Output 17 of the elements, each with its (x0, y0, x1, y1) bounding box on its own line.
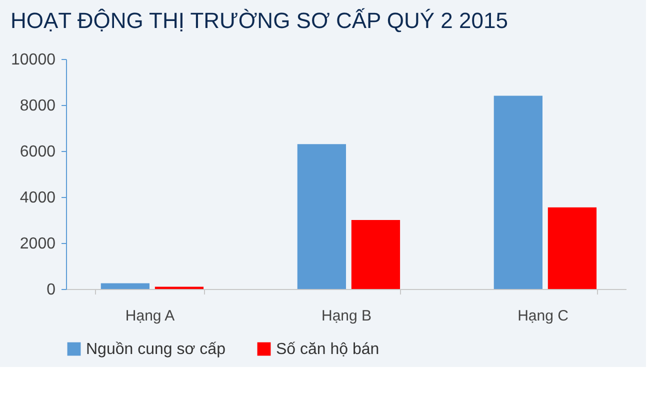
y-tick-label: 2000 (20, 236, 56, 252)
chart-title: HOẠT ĐỘNG THỊ TRƯỜNG SƠ CẤP QUÝ 2 2015 (10, 8, 508, 33)
legend-label: Nguồn cung sơ cấp (86, 341, 226, 358)
y-tick-label: 0 (46, 282, 56, 298)
bar (548, 207, 597, 289)
x-tick-label: Hạng C (518, 308, 569, 324)
y-tick-label: 10000 (11, 52, 56, 68)
bar (494, 96, 542, 289)
y-tick-label: 6000 (20, 144, 56, 160)
legend-label: Số căn hộ bán (276, 341, 380, 358)
y-tick-label: 8000 (20, 98, 56, 114)
bar (351, 220, 400, 289)
bar (100, 283, 150, 289)
y-tick-label: 4000 (20, 190, 56, 206)
bar (297, 144, 346, 289)
x-tick-label: Hạng B (321, 308, 372, 324)
x-tick-label: Hạng A (125, 308, 175, 324)
